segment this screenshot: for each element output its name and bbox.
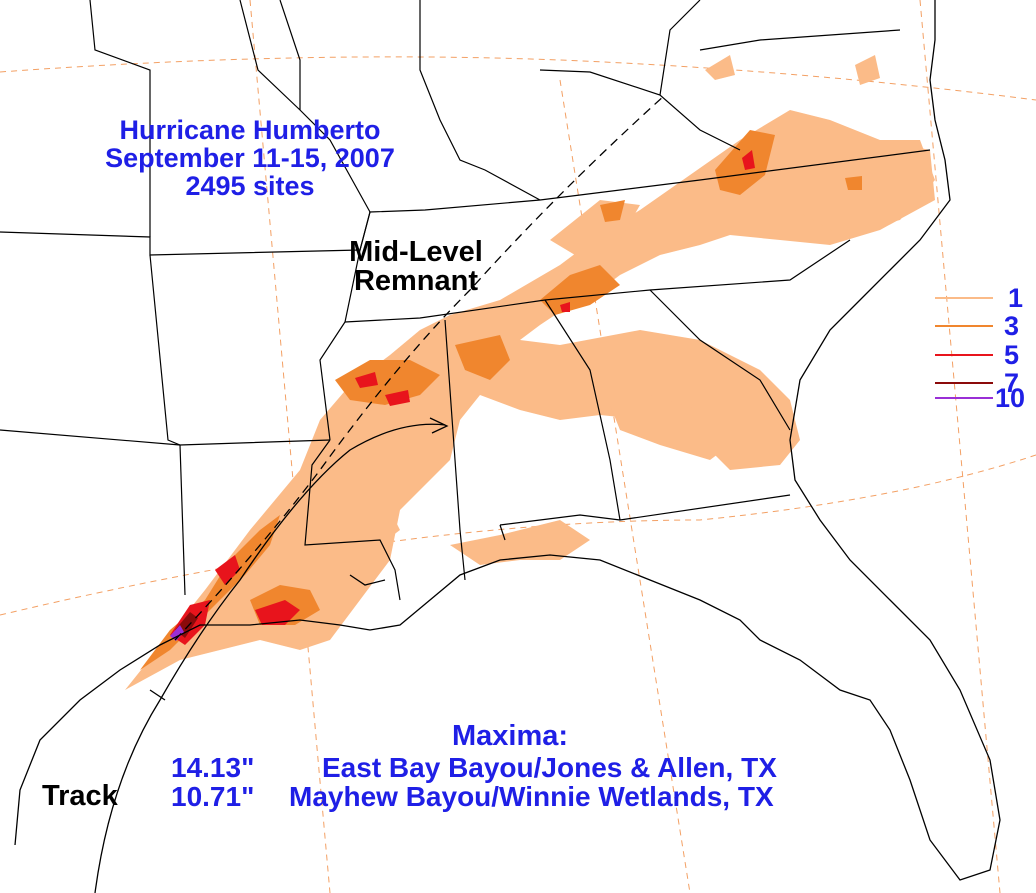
title-line-1: Hurricane Humberto [119, 115, 381, 145]
track-arrowhead [429, 417, 449, 434]
maxima-heading: Maxima: [452, 720, 569, 752]
legend-label: 10 [995, 383, 1026, 413]
legend-label: 5 [1004, 340, 1020, 370]
map-title: Hurricane Humberto September 11-15, 2007… [70, 117, 430, 200]
remnant-label-line-2: Remnant [353, 265, 479, 297]
maxima-entry-1-location: East Bay Bayou/Jones & Allen, TX [322, 752, 777, 783]
title-line-2: September 11-15, 2007 [105, 143, 395, 173]
remnant-label-line-1: Mid-Level [349, 236, 483, 268]
title-line-3: 2495 sites [185, 171, 315, 201]
legend-label: 3 [1004, 311, 1020, 341]
legend-label: 7 [1004, 368, 1020, 398]
legend: 1 3 5 7 10 [935, 283, 1035, 412]
remnant-label: Mid-Level Remnant [336, 238, 496, 296]
track-line [94, 423, 446, 893]
legend-swatch [935, 325, 993, 327]
coastline [14, 0, 1001, 881]
track-label: Track [42, 780, 118, 812]
legend-swatch [935, 382, 993, 384]
legend-swatch [935, 354, 993, 356]
state-boundaries [0, 0, 931, 601]
maxima-entry-1-value: 14.13" [171, 752, 255, 783]
remnant-track [174, 94, 666, 641]
maxima-entry-2-location: Mayhew Bayou/Winnie Wetlands, TX [289, 781, 774, 812]
hurricane-track [94, 94, 666, 893]
legend-label: 1 [1008, 283, 1024, 313]
rainfall-10in [170, 625, 184, 641]
legend-swatch [935, 297, 993, 299]
maxima-entry-2-value: 10.71" [171, 781, 255, 812]
legend-swatch [935, 397, 993, 399]
